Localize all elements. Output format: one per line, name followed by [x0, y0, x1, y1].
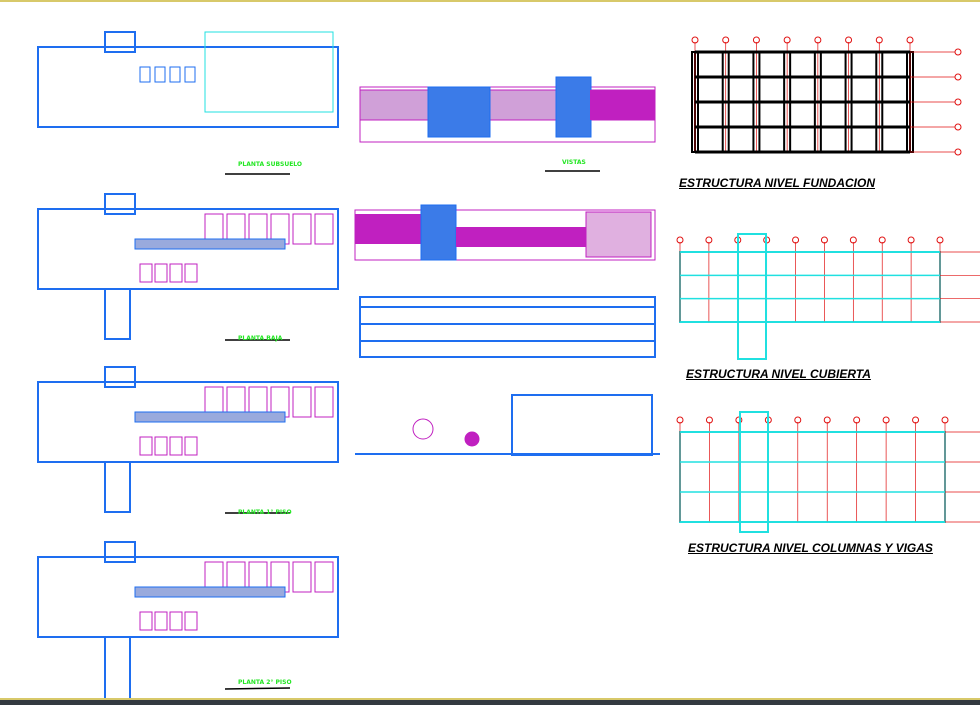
room: [154, 66, 166, 83]
corridor: [134, 586, 286, 598]
furniture: [154, 436, 168, 456]
elevation-wall: [456, 227, 586, 247]
stair-block: [104, 366, 136, 388]
wing: [104, 636, 131, 705]
grid-bubble: [853, 416, 861, 424]
section-2: [511, 394, 653, 456]
grid-bubble: [845, 36, 853, 44]
furniture: [292, 386, 312, 418]
elevation-wall: [590, 90, 655, 120]
furniture: [154, 611, 168, 631]
grid-bubble: [792, 236, 800, 244]
furniture: [184, 436, 198, 456]
label-plan-first: PLANTA 1° PISO: [238, 509, 292, 516]
furniture: [139, 263, 153, 283]
grid-bubble: [823, 416, 831, 424]
grid-bubble: [907, 236, 915, 244]
room: [139, 66, 151, 83]
furniture: [154, 263, 168, 283]
title-columns: ESTRUCTURA NIVEL COLUMNAS Y VIGAS: [688, 541, 933, 555]
grid-bubble: [954, 148, 962, 156]
stair-block: [104, 193, 136, 215]
grid-bubble: [814, 36, 822, 44]
furniture: [139, 436, 153, 456]
elevation-wall: [355, 214, 425, 244]
grid-bubble: [878, 236, 886, 244]
grid-bubble: [954, 73, 962, 81]
furniture: [292, 213, 312, 245]
grid-bubble: [676, 416, 684, 424]
floor-plan: [37, 381, 339, 463]
floor-plan: [37, 556, 339, 638]
grid-bubble: [752, 36, 760, 44]
grid-bubble: [954, 48, 962, 56]
glass-facade: [420, 204, 457, 261]
grid-bubble: [705, 236, 713, 244]
stair-block: [104, 31, 136, 53]
wing: [104, 288, 131, 340]
label-plan-basement: PLANTA SUBSUELO: [238, 161, 303, 168]
furniture: [292, 561, 312, 593]
grid-bubble: [794, 416, 802, 424]
grid-bubble: [705, 416, 713, 424]
furniture: [169, 263, 183, 283]
room: [184, 66, 196, 83]
grid-bubble: [906, 36, 914, 44]
grid-bubble: [676, 236, 684, 244]
floor-plan: [37, 46, 339, 128]
furniture: [184, 611, 198, 631]
furniture: [184, 263, 198, 283]
corridor: [134, 411, 286, 423]
title-roof: ESTRUCTURA NIVEL CUBIERTA: [686, 367, 871, 381]
furniture: [169, 611, 183, 631]
furniture: [314, 561, 334, 593]
structure-wing: [739, 411, 769, 533]
grid-bubble: [412, 418, 434, 440]
grid-bubble: [941, 416, 949, 424]
structure-wing: [737, 233, 767, 360]
grid-bubble: [735, 416, 743, 424]
floor-plan: [37, 208, 339, 290]
furniture: [139, 611, 153, 631]
grid-bubble: [882, 416, 890, 424]
grid-bubble: [464, 431, 480, 447]
grid-bubble: [820, 236, 828, 244]
plan-annex: [204, 31, 334, 113]
glass-facade: [555, 76, 592, 138]
bottom-bar: [0, 698, 980, 705]
label-plan-second: PLANTA 2° PISO: [238, 679, 292, 686]
grid-bubble: [849, 236, 857, 244]
structure-plan: [679, 431, 946, 523]
cad-line: [224, 687, 291, 690]
grid-bubble: [954, 123, 962, 131]
wing: [104, 461, 131, 513]
grid-bubble: [936, 236, 944, 244]
section-1: [359, 296, 656, 358]
stair-block: [104, 541, 136, 563]
structure-plan: [679, 251, 941, 323]
grid-bubble: [875, 36, 883, 44]
grid-bubble: [912, 416, 920, 424]
furniture: [314, 213, 334, 245]
corridor: [134, 238, 286, 250]
grid-bubble: [691, 36, 699, 44]
label-views: VISTAS: [562, 159, 586, 166]
grid-bubble: [722, 36, 730, 44]
title-foundation: ESTRUCTURA NIVEL FUNDACION: [679, 176, 876, 190]
grid-bubble: [783, 36, 791, 44]
glass-facade: [427, 86, 491, 138]
elevation-wall: [585, 211, 652, 258]
label-plan-ground: PLANTA BAJA: [238, 335, 283, 342]
furniture: [169, 436, 183, 456]
grid-bubble: [954, 98, 962, 106]
room: [169, 66, 181, 83]
furniture: [314, 386, 334, 418]
